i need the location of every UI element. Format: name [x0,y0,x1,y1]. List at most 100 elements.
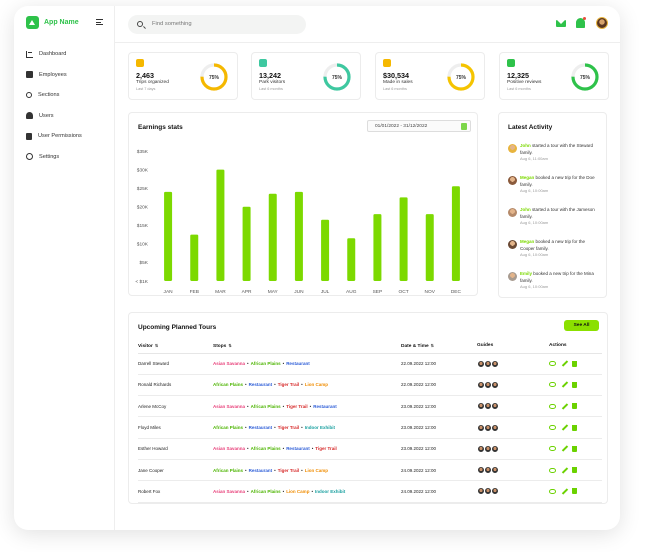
bar-may[interactable] [268,193,277,281]
guide-avatar[interactable] [491,444,499,453]
stop-name: Restaurant [248,382,273,388]
top-bar: Find something [115,6,620,43]
edit-icon[interactable] [561,381,569,389]
view-icon[interactable] [549,382,556,388]
guide-avatar[interactable] [491,402,499,411]
view-icon[interactable] [549,446,556,452]
bar-aug[interactable] [347,238,356,281]
activity-user[interactable]: Megan [520,239,535,244]
bar-apr[interactable] [242,206,251,281]
actions-cell [549,374,602,397]
bar-mar[interactable] [216,169,225,281]
table-row: Ronald Richards African Plains • Restauran… [138,374,602,397]
delete-icon[interactable] [572,424,577,431]
guides-cell [477,438,549,460]
sidebar-item-dashboard[interactable]: Dashboard [26,44,82,65]
sidebar-item-employees[interactable]: Employees [26,65,82,86]
view-icon[interactable] [549,361,556,367]
edit-icon[interactable] [561,403,569,410]
bell-icon[interactable] [576,18,585,28]
date-range-picker[interactable]: 01/01/2022 - 31/12/2022 [367,120,471,132]
earnings-title: Earnings stats [138,124,183,131]
edit-icon[interactable] [561,466,569,474]
activity-user[interactable]: John [520,207,531,212]
bar-jan[interactable] [164,191,173,281]
stat-value: $30,534 [383,71,409,80]
edit-icon[interactable] [561,360,569,367]
delete-icon[interactable] [572,445,577,452]
activity-user[interactable]: Megan [520,175,535,180]
edit-icon[interactable] [561,488,569,495]
guide-avatar[interactable] [491,487,499,496]
activity-user[interactable]: Emily [520,271,533,276]
bar-sep[interactable] [373,214,382,281]
delete-icon[interactable] [572,381,577,388]
avatar [508,144,517,153]
sidebar-item-users[interactable]: Users [26,106,82,127]
edit-icon[interactable] [561,445,569,453]
menu-toggle-icon[interactable] [96,19,103,27]
progress-percent: 75% [332,75,343,81]
tour-date: 22.09.2022 12:00 [401,374,477,397]
actions-cell [549,459,602,482]
activity-user[interactable]: John [520,143,531,148]
x-tick-label: OCT [399,289,409,295]
table-row: Robert Fox Asian Savanna • African Plains •… [138,480,602,503]
mail-icon[interactable] [556,20,566,27]
guide-avatar[interactable] [491,380,499,389]
bar-nov[interactable] [425,214,434,281]
sidebar: App Name Dashboard Employees Sections Us… [14,6,115,530]
stat-card: 2,463 Trips organized Last 7 days 75% [128,52,238,100]
calendar-icon[interactable] [461,123,467,130]
delete-icon[interactable] [572,488,577,495]
view-icon[interactable] [549,403,556,409]
delete-icon[interactable] [572,467,577,474]
stat-period: Last 6 months [507,87,531,91]
table-row: Floyd Miles African Plains • Restaurant • Ti… [138,416,602,439]
stop-name: Asian Savanna [213,361,246,367]
view-icon[interactable] [549,467,556,473]
activity-time: Aug 6, 11:00am [520,156,548,161]
see-all-button[interactable]: See All [564,320,599,331]
stops-cell: Asian Savanna • African Plains • Tiger Trail… [213,395,401,418]
user-avatar[interactable] [596,17,608,29]
delete-icon[interactable] [572,403,577,410]
sidebar-item-user-permissions[interactable]: User Permissions [26,126,82,147]
stat-label: Positive reviews [507,80,542,85]
col-visitor[interactable]: Visitor ⇅ [138,339,213,354]
col-stops[interactable]: Stops ⇅ [213,339,401,354]
activity-card: Latest Activity John started a tour with… [498,112,607,298]
bar-dec[interactable] [451,186,460,281]
guide-avatar[interactable] [491,423,499,432]
bar-oct[interactable] [399,197,408,281]
search-icon [137,21,143,27]
sidebar-item-sections[interactable]: Sections [26,85,82,106]
stop-name: Tiger Trail [277,467,300,473]
stop-name: Tiger Trail [277,382,300,388]
search-input[interactable]: Find something [152,21,192,27]
bar-feb[interactable] [190,234,199,281]
bar-jul[interactable] [321,219,330,281]
col-date[interactable]: Date & Time ⇅ [401,339,477,354]
stop-name: Asian Savanna [213,488,246,494]
tours-table: Visitor ⇅ Stops ⇅ Date & Time ⇅ Guides Acti… [138,339,602,503]
visitor-name: Arlene McCoy [138,395,213,418]
guide-avatar[interactable] [491,359,499,368]
guide-avatar[interactable] [491,466,499,475]
table-row: Esther Howard Asian Savanna • African Plai… [138,438,602,460]
sidebar-item-label: Employees [39,71,67,78]
activity-time: Aug 6, 10:00am [520,220,549,225]
bar-jun[interactable] [294,191,303,281]
view-icon[interactable] [549,488,556,494]
activity-text: booked a new trip for the Cooper family. [520,239,586,251]
stop-name: Indoor Exhibit [304,425,335,431]
sidebar-item-settings[interactable]: Settings [26,147,82,168]
stop-name: Lion Camp [304,467,328,473]
view-icon[interactable] [549,425,556,431]
search-bar[interactable]: Find something [128,15,306,34]
app-logo[interactable]: App Name [26,16,79,29]
x-tick-label: DEC [451,289,462,295]
stop-name: Restaurant [313,403,337,409]
edit-icon[interactable] [561,424,569,431]
delete-icon[interactable] [572,360,577,367]
